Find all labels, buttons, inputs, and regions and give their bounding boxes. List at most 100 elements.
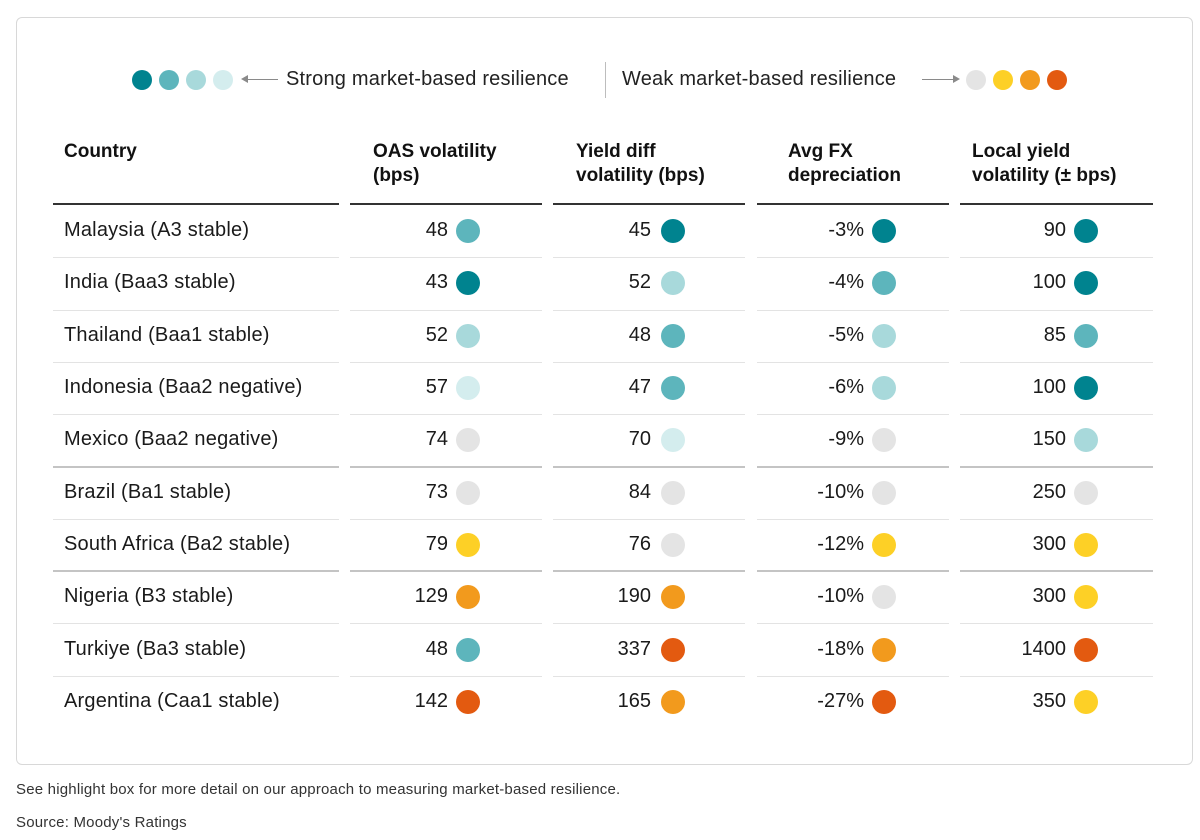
- yield-value: 52: [628, 271, 651, 294]
- row-divider: [350, 465, 542, 468]
- oas-rating-dot: [456, 219, 480, 244]
- oas-value: 48: [425, 637, 448, 660]
- yield-rating-dot: [661, 585, 685, 610]
- fx-rating-dot: [872, 271, 896, 296]
- header-rule-country: [53, 203, 339, 205]
- footnote-note: See highlight box for more detail on our…: [16, 781, 621, 798]
- row-divider: [53, 257, 339, 259]
- header-fx-line1: Avg FX: [788, 141, 853, 162]
- oas-rating-dot: [456, 480, 480, 505]
- yield-rating-dot: [661, 480, 685, 505]
- fx-value: -12%: [817, 532, 864, 555]
- country-cell: South Africa (Ba2 stable): [64, 532, 291, 555]
- row-divider: [757, 675, 949, 677]
- oas-value: 142: [414, 689, 448, 712]
- row-divider: [553, 257, 745, 259]
- header-rule-local: [960, 203, 1153, 205]
- row-divider: [757, 361, 949, 363]
- oas-rating-dot: [456, 532, 480, 557]
- header-oas-line2: (bps): [373, 165, 420, 186]
- header-oas-line1: OAS volatility: [373, 141, 497, 162]
- oas-value: 79: [425, 532, 448, 555]
- country-cell: Turkiye (Ba3 stable): [64, 637, 247, 660]
- local-value: 100: [1032, 271, 1066, 294]
- country-cell: Brazil (Ba1 stable): [64, 480, 232, 503]
- row-divider: [53, 414, 339, 416]
- fx-rating-dot: [872, 532, 896, 557]
- legend-dot-teal-pale: [213, 70, 233, 90]
- row-divider: [553, 570, 745, 573]
- fx-value: -6%: [828, 376, 864, 399]
- row-divider: [53, 675, 339, 677]
- row-divider: [553, 465, 745, 468]
- legend-arrow-line-left: [246, 79, 278, 80]
- chart-card: [16, 17, 1193, 765]
- yield-value: 190: [617, 585, 651, 608]
- local-rating-dot: [1074, 428, 1098, 453]
- row-divider: [553, 361, 745, 363]
- header-yield: Yield diff volatility (bps): [576, 140, 705, 188]
- row-divider: [350, 414, 542, 416]
- header-local-line2: volatility (± bps): [972, 165, 1117, 186]
- fx-value: -18%: [817, 637, 864, 660]
- oas-rating-dot: [456, 585, 480, 610]
- fx-rating-dot: [872, 637, 896, 662]
- row-divider: [960, 623, 1153, 625]
- row-divider: [53, 465, 339, 468]
- yield-value: 48: [628, 323, 651, 346]
- legend: Strong market-based resilience Weak mark…: [0, 62, 1200, 98]
- header-fx: Avg FX depreciation: [788, 140, 901, 188]
- oas-rating-dot: [456, 376, 480, 401]
- row-divider: [350, 675, 542, 677]
- header-yield-line2: volatility (bps): [576, 165, 705, 186]
- fx-rating-dot: [872, 480, 896, 505]
- legend-divider: [605, 62, 606, 98]
- row-divider: [960, 518, 1153, 520]
- fx-rating-dot: [872, 689, 896, 714]
- row-divider: [53, 623, 339, 625]
- legend-dot-yellow: [993, 70, 1013, 90]
- local-value: 250: [1032, 480, 1066, 503]
- header-fx-line2: depreciation: [788, 165, 901, 186]
- row-divider: [350, 518, 542, 520]
- row-divider: [757, 570, 949, 573]
- fx-rating-dot: [872, 428, 896, 453]
- country-cell: Nigeria (B3 stable): [64, 585, 234, 608]
- legend-dot-teal-mid: [159, 70, 179, 90]
- fx-rating-dot: [872, 219, 896, 244]
- row-divider: [350, 570, 542, 573]
- country-cell: India (Baa3 stable): [64, 271, 236, 294]
- row-divider: [350, 257, 542, 259]
- yield-rating-dot: [661, 376, 685, 401]
- local-value: 1400: [1021, 637, 1067, 660]
- row-divider: [960, 361, 1153, 363]
- legend-arrow-line-right: [922, 79, 954, 80]
- oas-value: 129: [414, 585, 448, 608]
- fx-value: -10%: [817, 480, 864, 503]
- oas-value: 43: [425, 271, 448, 294]
- oas-rating-dot: [456, 271, 480, 296]
- yield-rating-dot: [661, 532, 685, 557]
- header-local: Local yield volatility (± bps): [972, 140, 1117, 188]
- yield-rating-dot: [661, 323, 685, 348]
- yield-value: 70: [628, 428, 651, 451]
- yield-rating-dot: [661, 219, 685, 244]
- header-rule-yield: [553, 203, 745, 205]
- row-divider: [53, 361, 339, 363]
- row-divider: [757, 623, 949, 625]
- legend-weak-label: Weak market-based resilience: [622, 68, 897, 90]
- row-divider: [553, 675, 745, 677]
- local-rating-dot: [1074, 219, 1098, 244]
- row-divider: [553, 623, 745, 625]
- row-divider: [350, 309, 542, 311]
- legend-strong-label: Strong market-based resilience: [286, 68, 569, 90]
- local-value: 300: [1032, 532, 1066, 555]
- row-divider: [960, 257, 1153, 259]
- oas-value: 74: [425, 428, 448, 451]
- legend-dot-grey: [966, 70, 986, 90]
- header-rule-oas: [350, 203, 542, 205]
- country-cell: Indonesia (Baa2 negative): [64, 376, 303, 399]
- legend-dot-teal-light: [186, 70, 206, 90]
- country-cell: Argentina (Caa1 stable): [64, 689, 280, 712]
- yield-value: 165: [617, 689, 651, 712]
